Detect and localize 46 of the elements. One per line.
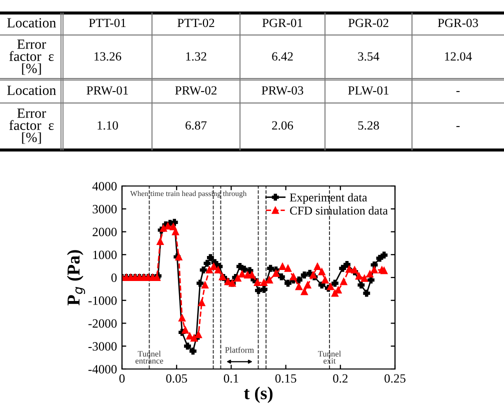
x-tick-label: 0.25 (384, 374, 406, 383)
text: PGR-03 (438, 18, 478, 28)
x-tick-label: 0.05 (166, 374, 188, 383)
text: 13.26 (94, 52, 122, 61)
x-tick-label: 0.1 (224, 374, 238, 383)
text: PRW-01 (86, 86, 128, 95)
text: Error factor ε [%] (9, 40, 54, 75)
x-tick-label: 0 (119, 374, 125, 383)
text: Location (7, 86, 56, 95)
text: 6.87 (186, 121, 207, 130)
y-tick-label: -3000 (88, 342, 117, 351)
y-tick-label: 1000 (93, 250, 117, 260)
text: Error factor ε [%] (9, 108, 54, 144)
annotation: Platform (225, 346, 254, 353)
x-axis-title: t (s) (244, 386, 272, 403)
y-tick-label: 2000 (92, 228, 117, 236)
text: 6.42 (272, 52, 293, 61)
y-tick-label: 0 (111, 274, 117, 282)
text: PGR-02 (348, 18, 388, 28)
text: PTT-02 (177, 18, 214, 28)
text: PGR-01 (262, 18, 302, 28)
text: 1.32 (186, 52, 206, 61)
y-tick-label: -4000 (88, 365, 117, 374)
text: PLW-01 (348, 86, 388, 95)
text: - (456, 91, 460, 92)
text: PRW-02 (175, 86, 216, 95)
y-axis-title: P$_{g}$ (Pa) (66, 250, 86, 306)
text: - (456, 126, 460, 128)
text: Location (7, 18, 56, 28)
ref-line-label: Tunnel entrance (136, 350, 164, 364)
y-tick-label: -2000 (88, 319, 117, 328)
x-tick-label: 0.2 (333, 374, 348, 383)
legend-label: CFD simulation data (290, 206, 388, 215)
text: PRW-03 (262, 86, 304, 95)
x-tick-label: 0.15 (275, 374, 296, 383)
y-tick-label: 4000 (92, 182, 117, 190)
y-tick-label: -1000 (88, 296, 117, 305)
text: 5.28 (358, 121, 379, 130)
text: 1.10 (98, 121, 118, 130)
legend-label: Experiment data (290, 193, 368, 204)
text: 2.06 (272, 121, 294, 130)
y-tick-label: 3000 (92, 204, 117, 214)
text: PTT-01 (88, 18, 126, 28)
text: 12.04 (445, 52, 472, 61)
text: 3.54 (358, 52, 380, 61)
ref-line-label: Tunnel exit (318, 350, 341, 364)
